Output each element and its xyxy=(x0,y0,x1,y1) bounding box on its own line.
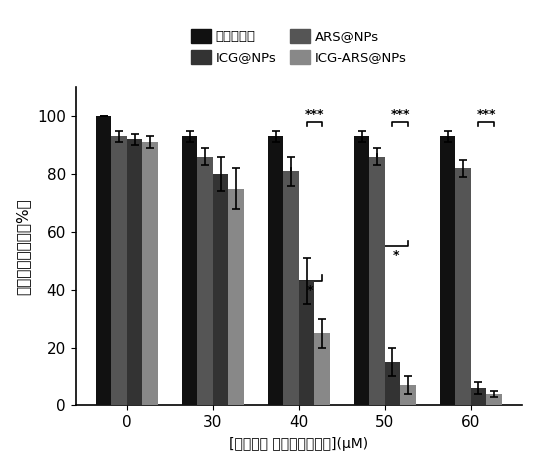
Text: *: * xyxy=(393,249,399,262)
Bar xyxy=(127,139,142,405)
Bar xyxy=(400,385,416,405)
Bar xyxy=(197,157,213,405)
Text: ***: *** xyxy=(390,108,410,121)
Bar xyxy=(455,168,471,405)
Bar xyxy=(486,394,502,405)
Legend: 控制对照组, ICG@NPs, ARS@NPs, ICG-ARS@NPs: 控制对照组, ICG@NPs, ARS@NPs, ICG-ARS@NPs xyxy=(185,24,412,69)
Bar xyxy=(228,189,244,405)
Y-axis label: 相对细胞存活率（%）: 相对细胞存活率（%） xyxy=(15,198,30,295)
Bar xyxy=(354,137,369,405)
Bar xyxy=(96,116,111,405)
Bar xyxy=(142,142,158,405)
Bar xyxy=(369,157,384,405)
X-axis label: [吲哚菁绿 或青蒿琥酯浓度](μM): [吲哚菁绿 或青蒿琥酯浓度](μM) xyxy=(229,437,368,451)
Text: ***: *** xyxy=(304,108,324,121)
Bar xyxy=(471,388,486,405)
Bar xyxy=(384,362,400,405)
Bar xyxy=(111,137,127,405)
Bar xyxy=(314,333,330,405)
Bar xyxy=(299,281,314,405)
Bar xyxy=(268,137,284,405)
Bar xyxy=(284,171,299,405)
Text: ***: *** xyxy=(476,108,496,121)
Bar xyxy=(182,137,197,405)
Bar xyxy=(440,137,455,405)
Text: *: * xyxy=(306,284,313,297)
Bar xyxy=(213,174,228,405)
